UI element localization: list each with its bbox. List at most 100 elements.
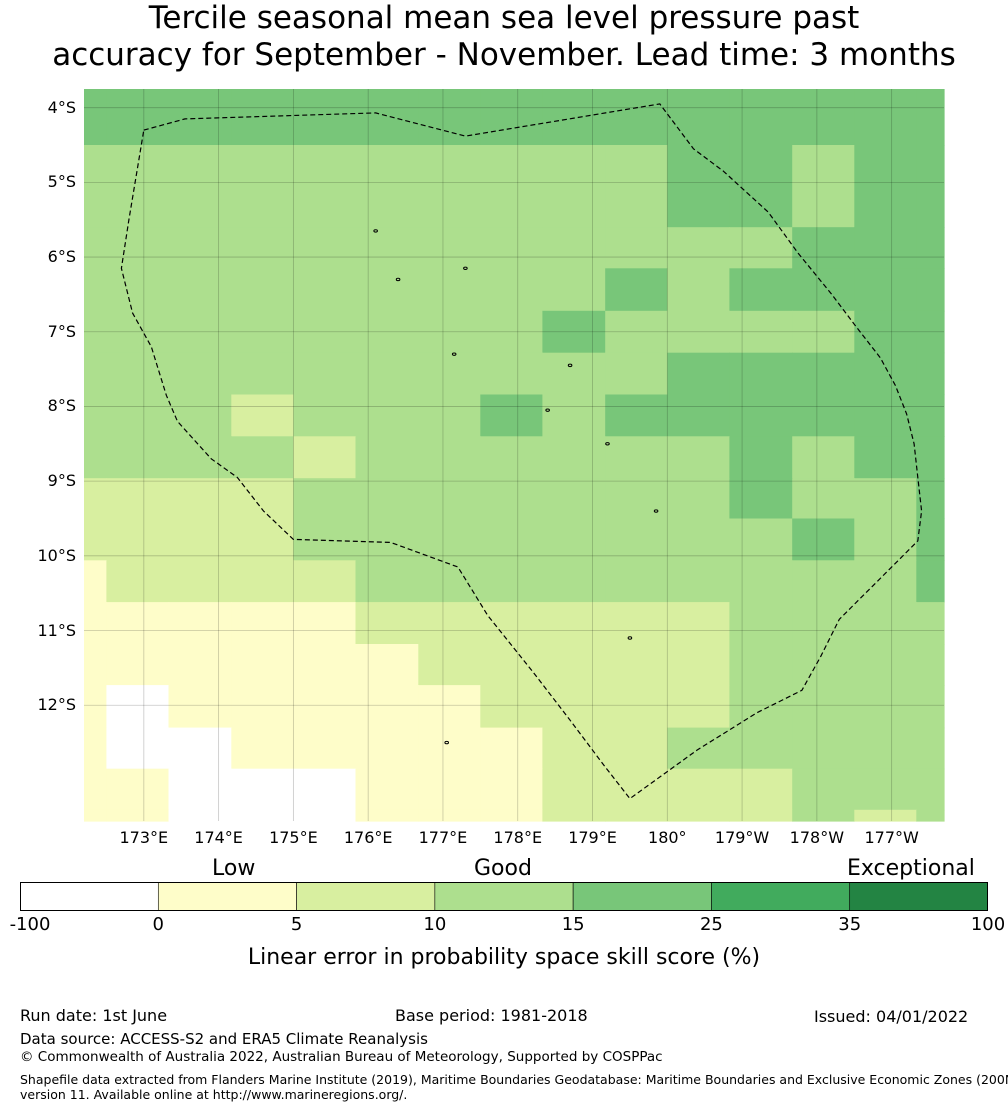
grid-cell (293, 560, 357, 603)
grid-cell (854, 602, 917, 645)
grid-cell (231, 436, 294, 479)
lat-label: 7°S (47, 321, 76, 341)
grid-cell (792, 310, 855, 354)
grid-cell (542, 560, 606, 603)
grid-cell (293, 602, 357, 645)
grid-cell (729, 809, 793, 822)
grid-cell (605, 310, 668, 354)
grid-cell (293, 644, 357, 686)
grid-cell (542, 727, 606, 770)
grid-cell (542, 394, 606, 437)
grid-cell (106, 227, 170, 269)
grid-cell (729, 394, 793, 437)
grid-cell (231, 310, 294, 354)
colorbar (20, 882, 988, 911)
grid-cell (231, 352, 294, 396)
grid-cell (168, 809, 232, 822)
grid-cell (605, 685, 668, 729)
grid-cell (542, 768, 606, 811)
grid-cell (293, 89, 357, 146)
grid-cell (106, 644, 170, 686)
grid-cell (480, 685, 543, 729)
grid-cell (729, 145, 793, 228)
grid-cell (418, 768, 481, 811)
grid-cell (480, 145, 543, 228)
grid-cell (667, 268, 730, 312)
lat-label: 11°S (37, 620, 76, 640)
grid-cell (792, 809, 855, 822)
grid-cell (106, 809, 170, 822)
grid-cell (480, 268, 543, 312)
grid-cell (293, 436, 357, 479)
grid-cell (542, 644, 606, 686)
grid-cell (916, 227, 945, 269)
grid-cell (231, 268, 294, 312)
grid-cell (355, 602, 419, 645)
grid-cell (168, 727, 232, 770)
grid-cell (418, 268, 481, 312)
grid-cell (667, 310, 730, 354)
grid-cell (84, 352, 107, 396)
grid-cell (916, 436, 945, 479)
grid-cell (854, 685, 917, 729)
lon-label: 174°E (194, 828, 243, 847)
colorbar-frame (20, 882, 988, 911)
island (545, 408, 550, 412)
grid-cell (106, 727, 170, 770)
grid-cell (854, 310, 917, 354)
grid-cell (355, 727, 419, 770)
island (451, 352, 457, 356)
grid-cell (106, 518, 170, 561)
title-line-2: accuracy for September - November. Lead … (52, 37, 956, 73)
grid-cell (729, 644, 793, 686)
grid-cell (605, 394, 668, 437)
grid-cell (293, 809, 357, 822)
category-good: Good (474, 856, 532, 881)
grid-cell (916, 644, 945, 686)
grid-cell (168, 352, 232, 396)
colorbar-tick-label: 0 (152, 914, 164, 935)
shapefile-credit-line-2: version 11. Available online at http://w… (20, 1087, 408, 1102)
grid-cell (667, 644, 730, 686)
lat-label: 6°S (47, 247, 76, 267)
skill-grid-cells (84, 89, 945, 822)
lat-label: 4°S (47, 97, 76, 117)
grid-cell (84, 227, 107, 269)
grid-cell (480, 644, 543, 686)
grid-cell (605, 602, 668, 645)
title-line-1: Tercile seasonal mean sea level pressure… (148, 0, 860, 36)
grid-cell (418, 436, 481, 479)
grid-cell (106, 478, 170, 520)
grid-cell (854, 268, 917, 312)
grid-cell (355, 352, 419, 396)
grid-cell (293, 394, 357, 437)
grid-cell (480, 352, 543, 396)
colorbar-tick-label: 5 (290, 914, 303, 935)
grid-cell (231, 685, 294, 729)
colorbar-tick-label: 100 (970, 914, 1006, 935)
grid-cell (168, 518, 232, 561)
grid-cell (293, 727, 357, 770)
grid-cell (106, 352, 170, 396)
grid-cell (792, 352, 855, 396)
island (395, 277, 401, 282)
grid-cell (854, 644, 917, 686)
grid-cell (542, 227, 606, 269)
grid-cell (542, 352, 606, 396)
grid-cell (355, 478, 419, 520)
grid-cell (293, 478, 357, 520)
grid-cell (168, 268, 232, 312)
grid-cell (916, 518, 945, 561)
grid-cell (916, 478, 945, 520)
grid-cell (418, 602, 481, 645)
grid-cell (667, 436, 730, 479)
island (444, 740, 449, 745)
grid-cell (667, 394, 730, 437)
grid-cell (168, 768, 232, 811)
grid-cell (84, 310, 107, 354)
grid-cell (231, 478, 294, 520)
grid-cell (84, 768, 107, 811)
grid-cell (168, 227, 232, 269)
grid-cell (84, 89, 107, 146)
colorbar-segment (711, 882, 851, 911)
